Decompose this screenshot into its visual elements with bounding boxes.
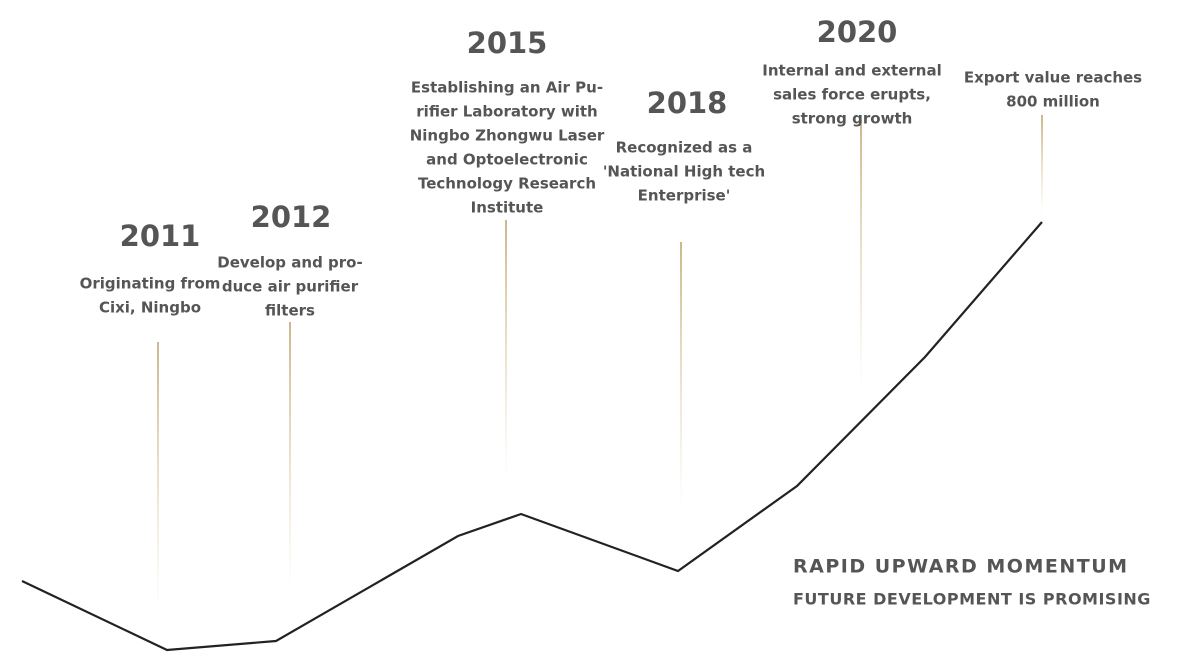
- milestone-text: sales force erupts,: [773, 86, 931, 104]
- milestone-year: 2012: [251, 200, 332, 234]
- connector: [860, 120, 862, 390]
- milestone-text: Develop and pro-: [217, 254, 362, 272]
- milestone-text: duce air purifier: [222, 278, 359, 296]
- connector: [1041, 115, 1043, 215]
- milestone-text: Ningbo Zhongwu Laser: [410, 127, 605, 145]
- milestone-text: Establishing an Air Pu-: [411, 79, 603, 97]
- milestone-text: 800 million: [1006, 93, 1100, 111]
- milestone-text: rifier Laboratory with: [416, 103, 597, 121]
- milestone-year: 2018: [647, 86, 728, 120]
- milestone-text: Institute: [471, 199, 544, 217]
- milestone-text: Cixi, Ningbo: [99, 299, 201, 317]
- growth-line: [21, 221, 1043, 652]
- milestone-text: Originating from: [80, 275, 221, 293]
- milestone-year: 2020: [817, 15, 898, 49]
- milestone-text: Export value reaches: [964, 69, 1142, 87]
- connector: [680, 242, 682, 510]
- milestone-text: Recognized as a: [616, 139, 753, 157]
- milestone-text: Internal and external: [762, 62, 941, 80]
- milestone-year: 2015: [467, 26, 548, 60]
- connector: [289, 322, 291, 590]
- milestone-text: Technology Research: [418, 175, 596, 193]
- milestone-year: 2011: [120, 219, 201, 253]
- milestone-text: filters: [265, 302, 315, 320]
- milestone-text: and Optoelectronic: [426, 151, 588, 169]
- connector: [157, 342, 159, 610]
- milestone-text: 'National High tech: [603, 163, 765, 181]
- tagline-title: RAPID UPWARD MOMENTUM: [793, 556, 1129, 578]
- milestone-text: strong growth: [792, 110, 913, 128]
- connector: [505, 220, 507, 480]
- tagline-subtitle: FUTURE DEVELOPMENT IS PROMISING: [793, 590, 1151, 609]
- milestone-text: Enterprise': [638, 187, 731, 205]
